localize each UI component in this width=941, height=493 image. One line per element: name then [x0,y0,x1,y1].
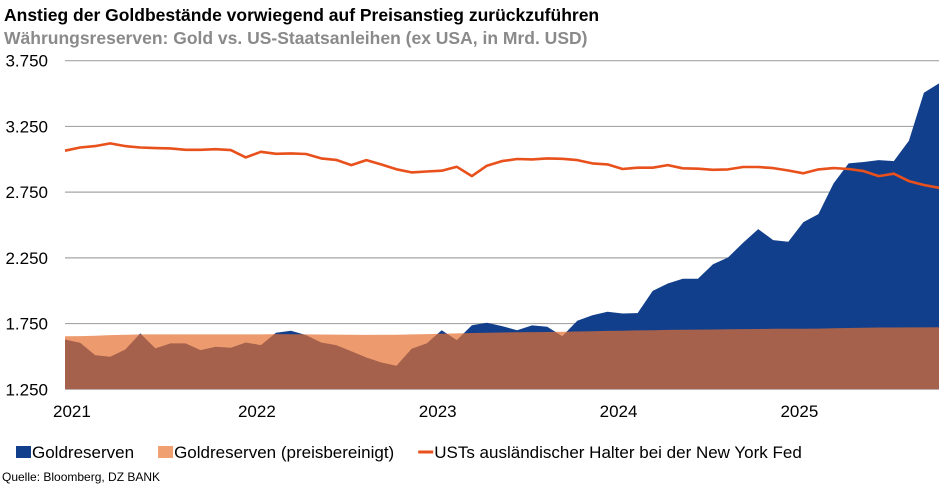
y-tick-label: 1.250 [5,380,48,399]
legend-swatch [158,446,174,458]
areas [65,83,939,390]
source-note: Quelle: Bloomberg, DZ BANK [2,470,161,484]
y-tick-label: 2.250 [5,249,48,268]
legend-swatch [16,446,31,458]
chart-subtitle: Währungsreserven: Gold vs. US-Staatsanle… [4,28,588,48]
series-line-usts [64,142,940,190]
legend-label: Goldreserven (preisbereinigt) [174,443,394,462]
series-area-goldreserven-preisbereinigt [65,327,939,390]
x-tick-label: 2024 [600,402,638,421]
y-tick-label: 3.250 [5,117,48,136]
y-tick-label: 2.750 [5,183,48,202]
x-tick-label: 2023 [419,402,457,421]
x-tick-label: 2022 [238,402,276,421]
legend-label: Goldreserven [32,443,134,462]
legend-label: USTs ausländischer Halter bei der New Yo… [434,443,802,462]
y-axis: 1.250 1.750 2.250 2.750 3.250 3.750 [5,52,48,400]
x-tick-label: 2025 [780,402,818,421]
legend: Goldreserven Goldreserven (preisbereinigt… [16,443,802,462]
lines [64,142,940,190]
chart-title: Anstieg der Goldbestände vorwiegend auf … [4,5,600,25]
x-tick-label: 2021 [53,402,91,421]
series-area-goldreserven [65,83,939,390]
y-tick-label: 1.750 [5,315,48,334]
y-tick-label: 3.750 [5,52,48,71]
x-axis: 2021 2022 2023 2024 2025 [53,402,818,421]
